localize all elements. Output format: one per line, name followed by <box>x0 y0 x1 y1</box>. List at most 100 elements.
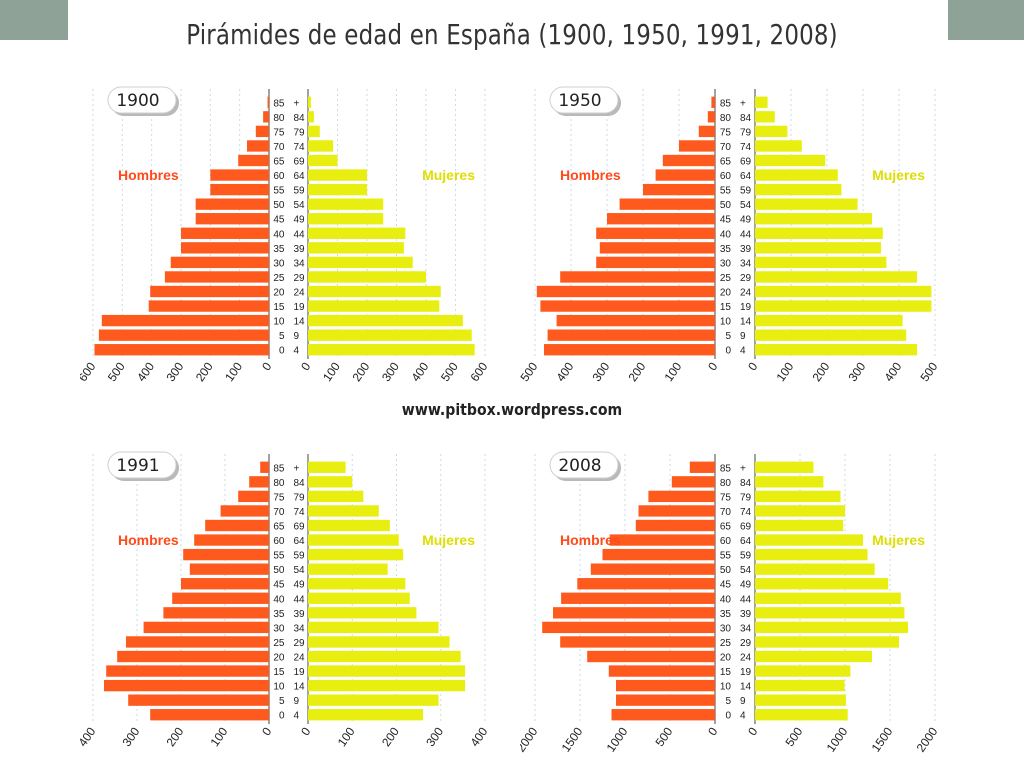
age-label-start: 10 <box>720 317 732 328</box>
year-label: 1950 <box>558 91 601 111</box>
bar-hombres-70-74 <box>679 140 715 152</box>
age-label-end: 14 <box>294 317 306 328</box>
age-label-start: 20 <box>720 288 732 299</box>
bar-mujeres-45-49 <box>755 578 889 590</box>
tick-label-left: 400 <box>553 359 576 384</box>
bar-hombres-5-9 <box>547 329 715 341</box>
age-label-end: 69 <box>740 522 752 533</box>
bar-mujeres-15-19 <box>755 665 851 677</box>
age-label-start: 50 <box>720 200 732 211</box>
bar-hombres-70-74 <box>638 505 715 517</box>
bar-hombres-25-29 <box>126 636 269 648</box>
tick-label-right: 100 <box>335 724 358 749</box>
age-label-start: 0 <box>279 346 285 357</box>
age-label-end: 24 <box>294 288 306 299</box>
age-label-start: 55 <box>720 186 732 197</box>
bar-hombres-70-74 <box>247 140 269 152</box>
bar-hombres-30-34 <box>143 621 269 634</box>
bar-hombres-40-44 <box>181 227 269 239</box>
bar-hombres-80-84 <box>263 111 269 123</box>
bar-mujeres-80-84 <box>308 111 314 123</box>
tick-label-left: 300 <box>119 724 142 749</box>
bar-mujeres-0-4 <box>308 709 424 721</box>
age-label-start: 45 <box>720 215 732 226</box>
bar-mujeres-40-44 <box>755 227 883 239</box>
series-label-hombres: Hombres <box>560 532 621 548</box>
bar-hombres-5-9 <box>616 694 715 706</box>
age-label-start: 80 <box>720 478 732 489</box>
age-label-start: 30 <box>273 623 285 634</box>
age-label-start: 40 <box>720 229 732 240</box>
age-label-end: 74 <box>294 142 306 153</box>
age-label-start: 70 <box>720 142 732 153</box>
age-label-start: 60 <box>720 171 732 182</box>
age-label-end: 14 <box>740 682 752 693</box>
age-label-start: 60 <box>273 171 285 182</box>
bar-hombres-15-19 <box>608 665 715 677</box>
year-label: 1991 <box>116 456 159 476</box>
age-label-end: 84 <box>740 113 752 124</box>
year-badge <box>107 451 177 479</box>
tick-label-left: 500 <box>652 724 675 749</box>
tick-label-right: 400 <box>467 724 490 749</box>
age-label-end: 39 <box>294 609 306 620</box>
tick-label-right: 1500 <box>869 724 896 754</box>
age-label-end: 64 <box>740 171 752 182</box>
corner-decoration-right <box>948 0 1024 40</box>
bar-mujeres-40-44 <box>308 227 406 239</box>
age-label-end: 79 <box>740 127 752 138</box>
tick-label-left: 100 <box>661 359 684 384</box>
bar-hombres-55-59 <box>643 183 715 196</box>
tick-label-right: 300 <box>379 359 402 384</box>
tick-label-left: 500 <box>105 359 128 384</box>
bar-hombres-65-69 <box>238 154 269 167</box>
bar-mujeres-25-29 <box>308 636 450 648</box>
tick-label-right: 0 <box>298 359 313 373</box>
tick-label-right: 500 <box>438 359 461 384</box>
tick-label-left: 300 <box>589 359 612 384</box>
age-label-start: 35 <box>720 244 732 255</box>
age-label-start: 75 <box>720 127 732 138</box>
bar-mujeres-45-49 <box>755 213 872 225</box>
bar-hombres-60-64 <box>609 534 715 546</box>
bar-mujeres-25-29 <box>755 636 899 648</box>
year-badge <box>107 86 177 114</box>
age-label-end: 74 <box>294 507 306 518</box>
age-label-end: 39 <box>740 609 752 620</box>
age-label-start: 75 <box>273 127 285 138</box>
age-label-start: 15 <box>720 302 732 313</box>
bar-hombres-0-4 <box>544 344 715 356</box>
bar-mujeres-50-54 <box>755 563 875 575</box>
tick-label-right: 200 <box>379 724 402 749</box>
tick-label-left: 400 <box>80 724 99 749</box>
bar-mujeres-35-39 <box>755 242 881 254</box>
bar-hombres-15-19 <box>106 665 269 677</box>
age-label-end: 69 <box>294 522 306 533</box>
bar-mujeres-80-84 <box>308 476 353 488</box>
bar-mujeres-85-plus <box>755 96 768 108</box>
age-label-start: 25 <box>720 638 732 649</box>
age-label-start: 55 <box>273 186 285 197</box>
bar-hombres-50-54 <box>619 198 715 210</box>
tick-label-left: 500 <box>520 359 541 384</box>
bar-hombres-65-69 <box>635 519 715 532</box>
bar-mujeres-25-29 <box>755 271 917 283</box>
bar-hombres-30-34 <box>596 256 715 269</box>
bar-hombres-75-79 <box>238 490 269 503</box>
age-label-start: 60 <box>720 536 732 547</box>
bar-mujeres-65-69 <box>308 519 390 532</box>
bar-hombres-20-24 <box>117 650 269 663</box>
tick-label-right: 400 <box>408 359 431 384</box>
bar-hombres-75-79 <box>255 125 269 138</box>
bar-hombres-45-49 <box>577 578 715 590</box>
bar-mujeres-5-9 <box>308 329 472 341</box>
age-label-start: 10 <box>720 682 732 693</box>
age-label-end: 59 <box>740 551 752 562</box>
bar-mujeres-5-9 <box>755 694 846 706</box>
age-label-start: 35 <box>720 609 732 620</box>
bar-mujeres-85-plus <box>308 96 311 108</box>
bar-hombres-5-9 <box>128 694 269 706</box>
age-label-start: 85 <box>720 463 732 474</box>
